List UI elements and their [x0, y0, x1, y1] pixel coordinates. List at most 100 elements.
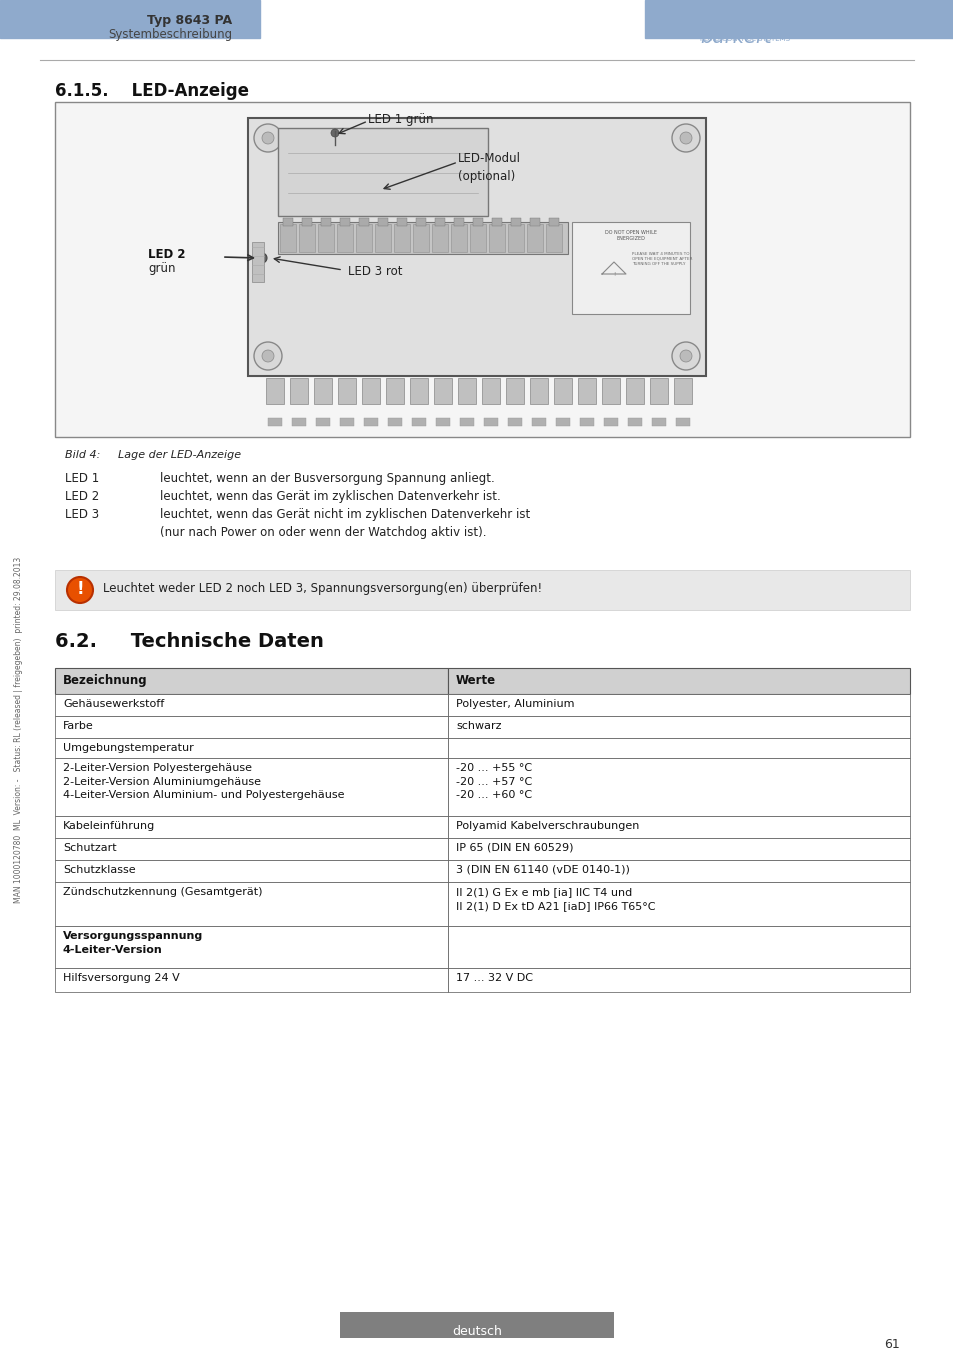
Text: leuchtet, wenn das Gerät im zyklischen Datenverkehr ist.: leuchtet, wenn das Gerät im zyklischen D…	[160, 490, 500, 504]
Bar	[572, 221, 689, 315]
Bar	[526, 224, 542, 252]
Bar	[507, 418, 521, 427]
Bar	[412, 418, 426, 427]
Circle shape	[253, 342, 282, 370]
Bar	[530, 378, 547, 404]
Bar	[413, 224, 429, 252]
Bar	[448, 738, 909, 757]
Circle shape	[331, 130, 338, 136]
Bar	[361, 378, 379, 404]
Bar	[483, 418, 497, 427]
Bar	[673, 378, 691, 404]
Bar	[337, 378, 355, 404]
Bar	[266, 378, 284, 404]
Bar	[448, 815, 909, 838]
Circle shape	[253, 124, 282, 153]
Bar	[410, 378, 428, 404]
Text: Polyester, Aluminium: Polyester, Aluminium	[456, 699, 574, 709]
Text: 6.2.     Technische Daten: 6.2. Technische Daten	[55, 632, 323, 651]
Bar	[448, 882, 909, 926]
Text: Kabeleinführung: Kabeleinführung	[63, 821, 155, 832]
Bar	[55, 738, 448, 757]
Bar	[339, 418, 354, 427]
Bar	[375, 224, 391, 252]
Bar	[747, 4, 787, 9]
Bar	[651, 418, 665, 427]
Bar	[448, 757, 909, 815]
Text: LED 1: LED 1	[65, 472, 99, 485]
Bar	[315, 418, 330, 427]
Text: 2-Leiter-Version Polyestergehäuse
2-Leiter-Version Aluminiumgehäuse
4-Leiter-Ver: 2-Leiter-Version Polyestergehäuse 2-Leit…	[63, 763, 344, 801]
Text: LED 3: LED 3	[65, 508, 99, 521]
Bar	[448, 926, 909, 968]
Bar	[649, 378, 667, 404]
Text: 61: 61	[883, 1338, 899, 1350]
Text: IP 65 (DIN EN 60529): IP 65 (DIN EN 60529)	[456, 842, 573, 853]
Text: Umgebungstemperatur: Umgebungstemperatur	[63, 743, 193, 753]
Bar	[459, 418, 474, 427]
Text: 3 (DIN EN 61140 (vDE 0140-1)): 3 (DIN EN 61140 (vDE 0140-1))	[456, 865, 629, 875]
Bar	[473, 217, 482, 225]
Bar	[492, 217, 501, 225]
Text: Typ 8643 PA: Typ 8643 PA	[147, 14, 232, 27]
Text: II 2(1) G Ex e mb [ia] IIC T4 und
II 2(1) D Ex tD A21 [iaD] IP66 T65°C: II 2(1) G Ex e mb [ia] IIC T4 und II 2(1…	[456, 887, 655, 911]
Text: Systembeschreibung: Systembeschreibung	[108, 28, 232, 40]
Text: Bezeichnung: Bezeichnung	[63, 674, 148, 687]
Text: 6.1.5.    LED-Anzeige: 6.1.5. LED-Anzeige	[55, 82, 249, 100]
Text: !: !	[76, 580, 84, 598]
Bar	[314, 378, 332, 404]
Text: Farbe: Farbe	[63, 721, 93, 730]
Bar	[451, 224, 467, 252]
Text: FLUID CONTROL SYSTEMS: FLUID CONTROL SYSTEMS	[700, 36, 789, 42]
Text: MAN 1000120780  ML  Version: -   Status: RL (released | freigegeben)  printed: 2: MAN 1000120780 ML Version: - Status: RL …	[14, 556, 23, 903]
Bar	[505, 378, 523, 404]
Bar	[454, 217, 463, 225]
Bar	[627, 418, 641, 427]
Bar	[625, 378, 643, 404]
Circle shape	[679, 350, 691, 362]
Text: LED 2: LED 2	[65, 490, 99, 504]
Bar	[358, 217, 369, 225]
Bar	[731, 4, 743, 9]
Bar	[511, 217, 520, 225]
Bar	[290, 378, 308, 404]
Bar	[55, 757, 448, 815]
Bar	[448, 668, 909, 694]
Bar	[601, 378, 619, 404]
Text: leuchtet, wenn das Gerät nicht im zyklischen Datenverkehr ist
(nur nach Power on: leuchtet, wenn das Gerät nicht im zyklis…	[160, 508, 530, 539]
Circle shape	[671, 124, 700, 153]
Text: grün: grün	[148, 262, 175, 275]
Bar	[448, 716, 909, 738]
Text: schwarz: schwarz	[456, 721, 501, 730]
Text: DO NOT OPEN WHILE
ENERGIZED: DO NOT OPEN WHILE ENERGIZED	[604, 230, 657, 242]
Bar	[388, 418, 401, 427]
Bar	[530, 217, 539, 225]
Bar	[339, 1312, 614, 1338]
Text: Bild 4:: Bild 4:	[65, 450, 100, 460]
Text: Polyamid Kabelverschraubungen: Polyamid Kabelverschraubungen	[456, 821, 639, 832]
Bar	[55, 968, 448, 992]
Bar	[55, 716, 448, 738]
Bar	[55, 838, 448, 860]
Bar	[434, 378, 452, 404]
Bar	[364, 418, 377, 427]
Text: Versorgungsspannung
4-Leiter-Version: Versorgungsspannung 4-Leiter-Version	[63, 931, 203, 954]
Text: Hilfsversorgung 24 V: Hilfsversorgung 24 V	[63, 973, 179, 983]
Bar	[489, 224, 504, 252]
Bar	[55, 668, 448, 694]
Bar	[603, 418, 618, 427]
Bar	[396, 217, 407, 225]
Text: Werte: Werte	[456, 674, 496, 687]
Circle shape	[67, 576, 92, 603]
Bar	[556, 418, 569, 427]
Text: Zündschutzkennung (Gesamtgerät): Zündschutzkennung (Gesamtgerät)	[63, 887, 262, 896]
Text: Schutzart: Schutzart	[63, 842, 116, 853]
Bar	[55, 694, 448, 716]
Bar	[644, 0, 953, 38]
Bar	[448, 694, 909, 716]
Bar	[700, 4, 711, 9]
Text: LED-Modul
(optional): LED-Modul (optional)	[457, 153, 520, 184]
Bar	[532, 418, 545, 427]
Bar	[481, 378, 499, 404]
Text: bürkert: bürkert	[700, 28, 771, 47]
